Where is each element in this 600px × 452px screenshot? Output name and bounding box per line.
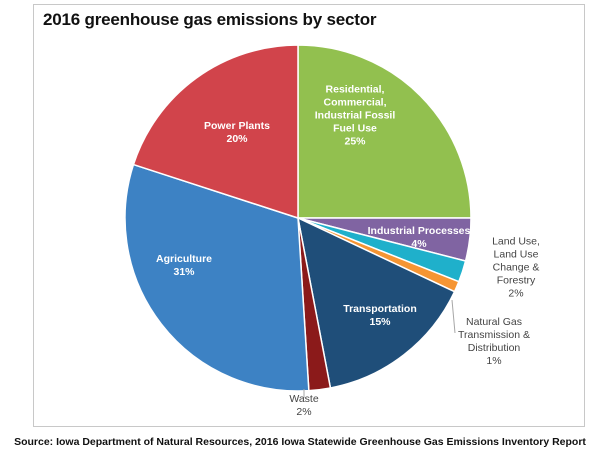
leader-line-natural-gas-transmission-distribution (451, 299, 456, 334)
pie-slice-power-plants (132, 44, 299, 220)
pie-slice-agriculture (124, 163, 310, 392)
slice-label-industrial-processes: Industrial Processes 4% (368, 225, 471, 250)
slice-label-residential-commercial-industrial-fossil-fuel-use: Residential, Commercial, Industrial Fossil… (315, 84, 396, 148)
slice-label-transportation: Transportation 15% (343, 303, 417, 328)
source-note: Source: Iowa Department of Natural Resou… (14, 436, 586, 448)
slice-label-power-plants: Power Plants 20% (204, 120, 270, 145)
slice-label-natural-gas-transmission-distribution: Natural Gas Transmission & Distribution 1% (458, 316, 530, 367)
slice-label-waste: Waste 2% (289, 393, 319, 418)
slice-label-agriculture: Agriculture 31% (156, 253, 212, 278)
slice-label-land-use-land-use-change-forestry: Land Use, Land Use Change & Forestry 2% (492, 236, 540, 300)
pie-slice-transportation (296, 216, 456, 389)
pie-slice-residential-commercial-industrial-fossil-fuel-use (297, 44, 472, 219)
chart-title: 2016 greenhouse gas emissions by sector (43, 10, 377, 29)
